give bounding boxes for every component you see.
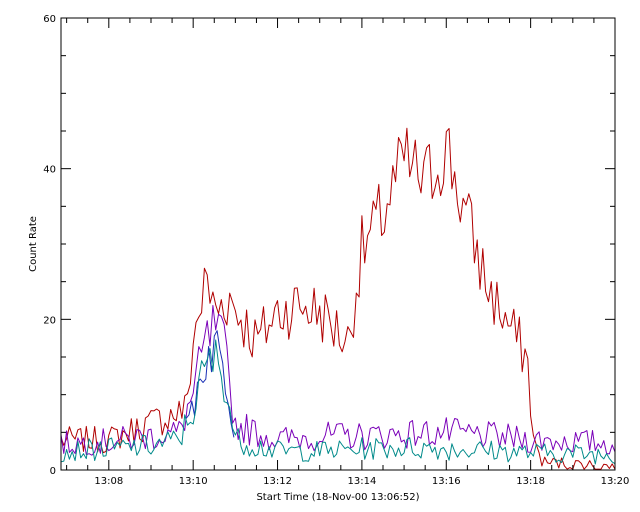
x-tick-label: 13:16 [432, 476, 461, 487]
x-tick-label: 13:20 [601, 476, 630, 487]
x-tick-label: 13:10 [179, 476, 208, 487]
series-line-0 [60, 127, 616, 470]
y-tick-label: 20 [43, 315, 56, 326]
x-tick-label: 13:14 [347, 476, 376, 487]
series-line-3 [60, 339, 616, 465]
y-tick-label: 0 [50, 466, 56, 477]
x-axis-title: Start Time (18-Nov-00 13:06:52) [256, 492, 419, 503]
x-tick-label: 13:18 [516, 476, 545, 487]
x-tick-label: 13:08 [94, 476, 123, 487]
plot-frame [60, 17, 616, 471]
trace-group [60, 127, 616, 470]
y-tick-label: 60 [43, 14, 56, 25]
series-line-1 [60, 305, 616, 456]
series-line-2 [185, 330, 235, 438]
tick-labels: 13:08 13:10 13:12 13:14 13:16 13:18 13:20 0 20 40… [43, 14, 629, 487]
axis-ticks [61, 17, 616, 471]
x-tick-label: 13:12 [263, 476, 292, 487]
y-axis-title: Count Rate [28, 216, 39, 272]
y-tick-label: 40 [43, 165, 56, 176]
